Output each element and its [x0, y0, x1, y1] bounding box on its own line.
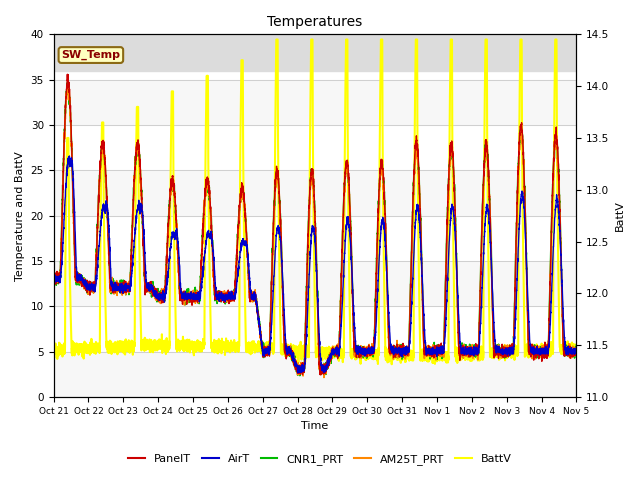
- Bar: [54, 352, 577, 397]
- BattV: [50, 351, 58, 357]
- Y-axis label: Temperature and BattV: Temperature and BattV: [15, 151, 25, 281]
- CNR1_PRT: [462, 342, 470, 348]
- AirT: [572, 349, 580, 355]
- PanelT: [144, 282, 152, 288]
- BattV: [403, 354, 411, 360]
- CNR1_PRT: [572, 348, 580, 354]
- CNR1_PRT: [50, 274, 58, 280]
- Bar: [54, 261, 577, 306]
- BattV: [432, 351, 440, 357]
- AirT: [432, 348, 440, 354]
- AM25T_PRT: [64, 80, 72, 86]
- X-axis label: Time: Time: [301, 421, 328, 432]
- Bar: [54, 35, 577, 71]
- AM25T_PRT: [403, 348, 411, 354]
- AirT: [65, 153, 73, 159]
- BattV: [573, 346, 580, 352]
- AirT: [573, 346, 580, 351]
- AirT: [296, 366, 303, 372]
- AM25T_PRT: [432, 350, 440, 356]
- PanelT: [50, 276, 58, 281]
- Bar: [54, 80, 577, 125]
- PanelT: [572, 351, 580, 357]
- CNR1_PRT: [403, 348, 411, 353]
- Line: AM25T_PRT: AM25T_PRT: [54, 83, 577, 377]
- PanelT: [317, 372, 324, 378]
- Y-axis label: BattV: BattV: [615, 200, 625, 231]
- Line: CNR1_PRT: CNR1_PRT: [54, 83, 577, 376]
- Line: BattV: BattV: [54, 39, 577, 364]
- CNR1_PRT: [63, 80, 71, 85]
- Line: AirT: AirT: [54, 156, 577, 373]
- AM25T_PRT: [573, 349, 580, 355]
- AirT: [462, 345, 470, 351]
- AirT: [50, 276, 58, 282]
- Bar: [54, 170, 577, 216]
- BattV: [143, 341, 151, 347]
- AirT: [294, 370, 301, 376]
- Title: Temperatures: Temperatures: [268, 15, 363, 29]
- AM25T_PRT: [320, 374, 328, 380]
- PanelT: [296, 365, 303, 371]
- BattV: [273, 36, 280, 42]
- PanelT: [462, 350, 470, 356]
- AM25T_PRT: [296, 364, 303, 370]
- CNR1_PRT: [296, 373, 303, 379]
- PanelT: [573, 349, 580, 355]
- PanelT: [63, 72, 71, 77]
- BattV: [572, 352, 580, 358]
- Legend: PanelT, AirT, CNR1_PRT, AM25T_PRT, BattV: PanelT, AirT, CNR1_PRT, AM25T_PRT, BattV: [124, 450, 516, 469]
- CNR1_PRT: [573, 342, 580, 348]
- AM25T_PRT: [572, 348, 580, 353]
- PanelT: [432, 344, 440, 349]
- CNR1_PRT: [296, 368, 303, 374]
- AM25T_PRT: [50, 277, 58, 283]
- AM25T_PRT: [144, 285, 152, 290]
- PanelT: [403, 347, 411, 352]
- BattV: [296, 346, 303, 351]
- BattV: [462, 351, 470, 357]
- CNR1_PRT: [432, 350, 440, 356]
- AirT: [144, 283, 152, 288]
- AirT: [403, 349, 411, 355]
- AM25T_PRT: [462, 352, 470, 358]
- CNR1_PRT: [144, 288, 152, 294]
- BattV: [388, 361, 396, 367]
- Line: PanelT: PanelT: [54, 74, 577, 375]
- Text: SW_Temp: SW_Temp: [61, 50, 120, 60]
